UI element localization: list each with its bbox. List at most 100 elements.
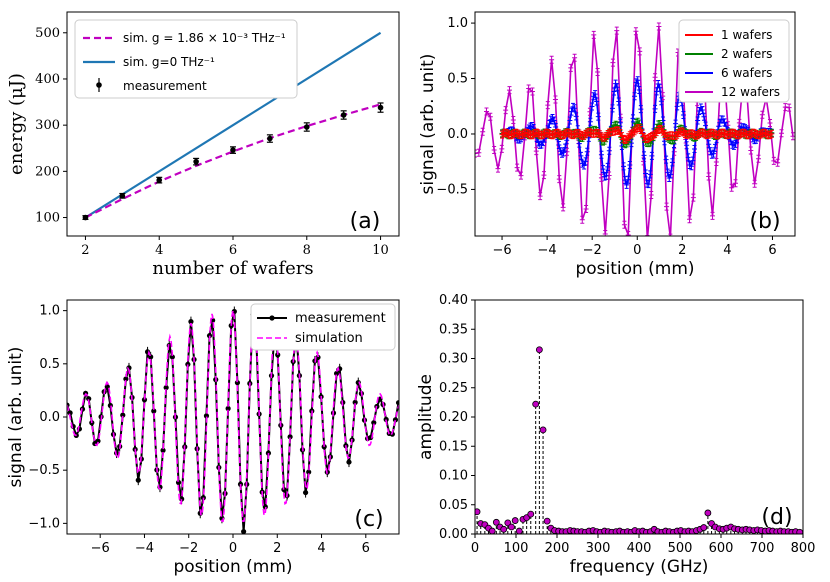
data-point	[234, 380, 241, 386]
series-line-g0	[84, 31, 382, 219]
data-point	[579, 159, 585, 168]
data-point	[492, 518, 500, 526]
data-point	[660, 116, 666, 125]
data-point	[665, 168, 671, 177]
data-point	[514, 163, 520, 172]
data-point	[731, 128, 737, 137]
x-axis-label: position (mm)	[575, 259, 694, 279]
data-point	[675, 48, 681, 57]
data-point	[302, 489, 309, 496]
data-point	[723, 122, 729, 131]
data-point	[156, 177, 163, 183]
data-point	[663, 155, 669, 164]
plot-frame	[66, 11, 400, 237]
y-tick-label: 1.0	[447, 16, 468, 31]
data-point	[696, 130, 702, 139]
x-tick-label: −6	[91, 541, 110, 556]
data-point	[688, 162, 694, 171]
data-point	[534, 128, 540, 137]
data-point	[725, 121, 731, 130]
x-axis-label: frequency (GHz)	[570, 557, 709, 577]
legend-label: 2 wafers	[721, 47, 772, 61]
data-point	[704, 509, 712, 517]
data-point	[576, 139, 582, 148]
data-point	[673, 119, 679, 128]
data-point	[82, 214, 89, 221]
y-tick-label: 0.00	[439, 527, 468, 542]
data-point	[597, 130, 603, 139]
data-point	[510, 130, 516, 139]
data-point	[600, 165, 606, 174]
data-point	[591, 92, 597, 101]
chart-d: 0 100 200 300 400 500 600 700 800 0.00 0.05 0.10 0.1…	[416, 293, 815, 577]
data-point	[614, 126, 620, 135]
y-tick-label: 1.0	[39, 304, 60, 319]
data-point	[573, 112, 579, 121]
data-point	[622, 136, 628, 145]
data-point	[120, 412, 126, 418]
data-point	[755, 154, 761, 163]
data-point	[685, 130, 691, 139]
data-point	[535, 129, 541, 138]
x-tick-label: 6	[768, 243, 776, 258]
data-point	[750, 134, 756, 143]
data-point	[395, 400, 399, 406]
data-point	[658, 125, 664, 134]
data-point	[759, 129, 765, 138]
data-point	[682, 130, 688, 139]
data-point	[725, 131, 731, 140]
data-point	[487, 112, 493, 121]
data-point	[759, 110, 765, 119]
data-point	[729, 183, 735, 192]
data-point	[576, 129, 582, 138]
data-point	[625, 230, 631, 236]
data-point	[647, 132, 653, 141]
data-point	[753, 135, 759, 144]
data-point	[690, 129, 696, 138]
data-point	[736, 118, 742, 127]
data-point	[720, 115, 726, 124]
data-point	[712, 143, 718, 152]
data-point	[352, 399, 358, 405]
data-point	[521, 129, 527, 138]
data-point	[592, 90, 598, 99]
legend-label: sim. g = 1.86 × 10⁻³ THz⁻¹	[123, 31, 286, 45]
x-tick-label: 2	[273, 541, 281, 556]
legend-label: measurement	[123, 79, 207, 93]
data-point	[95, 438, 101, 444]
data-point	[556, 175, 562, 184]
legend-label: 1 wafers	[721, 28, 772, 42]
data-point	[241, 528, 247, 534]
data-point	[762, 129, 768, 138]
data-point	[753, 129, 759, 138]
data-point	[680, 128, 686, 137]
data-point	[520, 130, 526, 139]
data-point	[701, 129, 707, 138]
data-point	[592, 129, 598, 138]
data-point	[690, 193, 696, 202]
data-point	[527, 510, 535, 518]
y-tick-label: 0.10	[439, 469, 468, 484]
x-tick-label: 4	[155, 243, 163, 258]
data-point	[660, 92, 666, 101]
y-tick-label: −0.5	[28, 463, 60, 478]
data-point	[527, 122, 533, 131]
data-point	[333, 370, 340, 377]
data-point	[646, 134, 652, 143]
data-point	[644, 135, 650, 144]
data-point	[603, 171, 609, 180]
data-point	[619, 132, 625, 141]
data-point	[706, 130, 712, 139]
data-point	[550, 131, 556, 140]
data-point	[679, 127, 685, 136]
data-point	[561, 130, 567, 139]
legend-label: 6 wafers	[721, 66, 772, 80]
data-point	[742, 129, 748, 138]
data-point	[583, 130, 589, 139]
data-point	[346, 459, 352, 465]
legend-swatch	[269, 315, 275, 321]
data-point	[518, 171, 524, 180]
data-point	[602, 133, 608, 142]
x-tick-label: −2	[179, 541, 198, 556]
data-point	[720, 128, 726, 137]
